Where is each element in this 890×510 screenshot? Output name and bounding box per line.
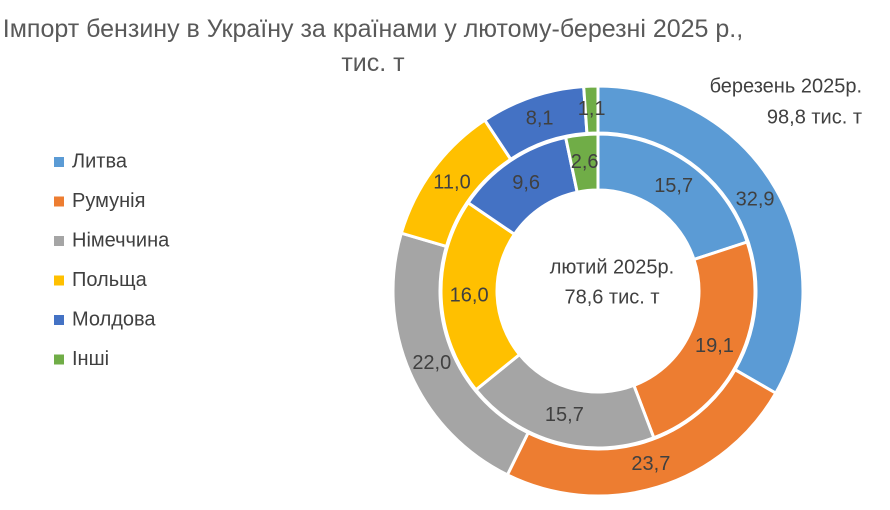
data-label: 15,7 xyxy=(545,404,584,426)
data-label: 1,1 xyxy=(578,98,606,120)
data-label: 19,1 xyxy=(695,335,734,357)
data-label: 9,6 xyxy=(512,172,540,194)
legend-swatch xyxy=(54,236,64,246)
data-label: 2,6 xyxy=(571,151,599,173)
legend-label: Литва xyxy=(72,150,128,172)
legend-label: Польща xyxy=(72,269,148,291)
data-label: 23,7 xyxy=(631,453,670,475)
legend-swatch xyxy=(54,315,64,325)
legend-label: Румунія xyxy=(72,190,145,212)
data-label: 16,0 xyxy=(450,285,489,307)
data-label: 15,7 xyxy=(654,175,693,197)
ring-name: лютий 2025р. xyxy=(550,256,674,278)
legend-swatch xyxy=(54,157,64,167)
data-label: 11,0 xyxy=(433,171,470,193)
legend-swatch xyxy=(54,354,64,365)
ring-total: 78,6 тис. т xyxy=(564,286,659,308)
data-label: 22,0 xyxy=(412,352,451,374)
data-label: 8,1 xyxy=(526,107,554,129)
legend-swatch xyxy=(54,275,64,286)
data-label: 32,9 xyxy=(736,188,775,210)
legend-label: Молдова xyxy=(72,308,156,330)
segment xyxy=(582,84,600,135)
ring-name: березень 2025р. xyxy=(710,75,862,97)
legend-swatch xyxy=(54,196,64,207)
legend-label: Інші xyxy=(72,348,109,370)
ring-total: 98,8 тис. т xyxy=(767,106,862,128)
chart-title: Імпорт бензину в Україну за країнами у л… xyxy=(2,15,744,77)
legend-label: Німеччина xyxy=(72,229,170,251)
